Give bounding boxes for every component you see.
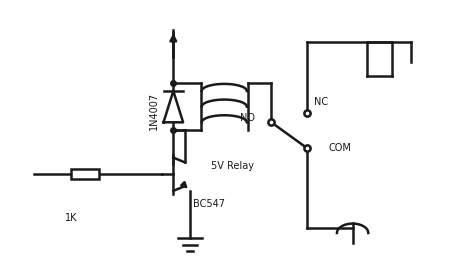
Text: 1K: 1K [65,213,78,223]
Text: COM: COM [328,143,351,153]
Text: 5V Relay: 5V Relay [210,161,254,172]
Text: 1N4007: 1N4007 [149,92,159,130]
Text: BC547: BC547 [193,199,225,209]
Text: NC: NC [314,97,328,107]
Bar [72,169,99,179]
Text: NO: NO [240,113,255,123]
